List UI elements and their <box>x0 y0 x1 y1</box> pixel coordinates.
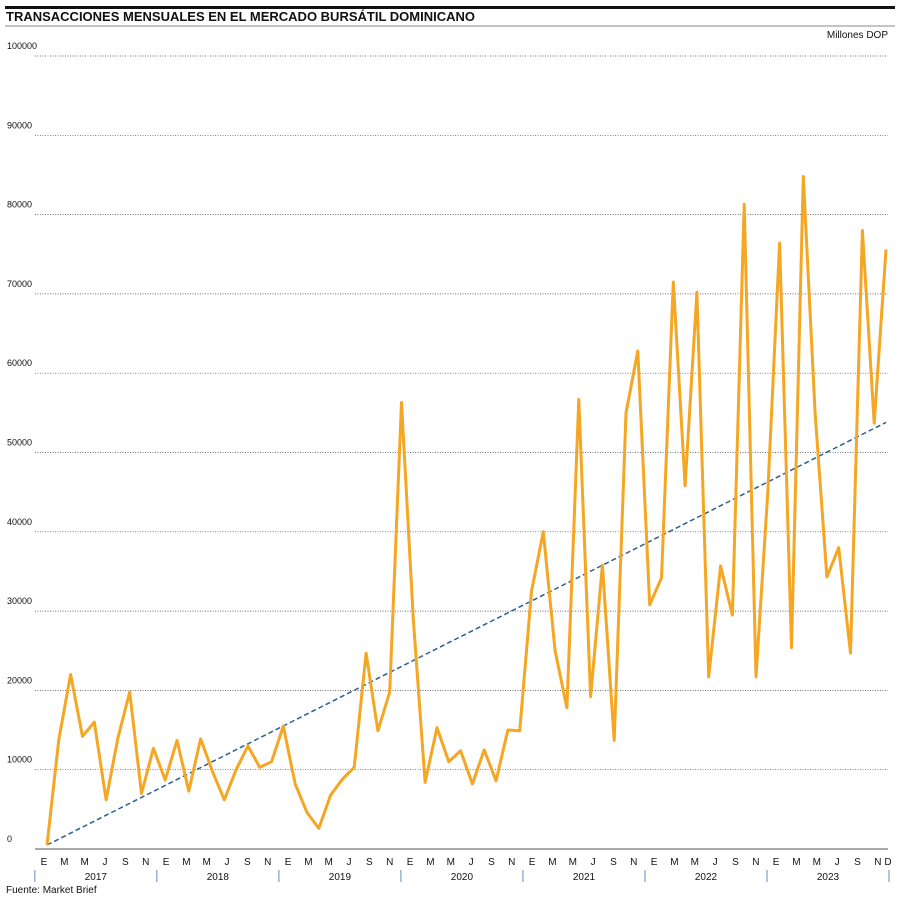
x-tick-label: J <box>347 857 352 868</box>
x-tick-label: E <box>163 857 170 868</box>
chart-title: TRANSACCIONES MENSUALES EN EL MERCADO BU… <box>6 9 475 24</box>
x-tick-label: J <box>835 857 840 868</box>
source: Fuente: Market Brief <box>6 885 97 896</box>
x-tick-label: M <box>304 857 312 868</box>
x-tick-label: N <box>386 857 393 868</box>
top-rule <box>5 6 895 9</box>
x-tick-label: N <box>508 857 515 868</box>
x-tick-label: M <box>670 857 678 868</box>
x-tick-label: M <box>447 857 455 868</box>
x-tick-label: M <box>203 857 211 868</box>
year-label: 2023 <box>817 872 840 883</box>
y-tick-label: 60000 <box>7 358 32 368</box>
year-label: 2019 <box>329 872 352 883</box>
y-tick-label: 80000 <box>7 200 32 210</box>
unit-label: Millones DOP <box>827 30 888 41</box>
x-tick-label: M <box>569 857 577 868</box>
y-tick-label: 30000 <box>7 596 32 606</box>
year-label: 2018 <box>207 872 230 883</box>
y-tick-label: 90000 <box>7 120 32 130</box>
year-label: 2017 <box>85 872 108 883</box>
x-tick-label: M <box>691 857 699 868</box>
x-tick-label: D <box>884 857 891 868</box>
y-tick-label: 10000 <box>7 755 32 765</box>
x-tick-label: N <box>630 857 637 868</box>
x-tick-label: J <box>591 857 596 868</box>
x-tick-label: M <box>426 857 434 868</box>
x-tick-label: S <box>488 857 495 868</box>
y-tick-label: 40000 <box>7 517 32 527</box>
x-tick-label: M <box>792 857 800 868</box>
x-tick-label: E <box>773 857 780 868</box>
x-tick-label: M <box>81 857 89 868</box>
x-tick-label: N <box>264 857 271 868</box>
y-tick-label: 20000 <box>7 675 32 685</box>
x-tick-label: J <box>103 857 108 868</box>
x-tick-label: M <box>60 857 68 868</box>
x-tick-label: S <box>610 857 617 868</box>
x-tick-label: J <box>713 857 718 868</box>
x-tick-label: S <box>122 857 129 868</box>
x-tick-label: S <box>366 857 373 868</box>
year-label: 2022 <box>695 872 718 883</box>
x-tick-label: S <box>244 857 251 868</box>
trend-line <box>46 421 887 846</box>
year-label: 2020 <box>451 872 474 883</box>
x-tick-label: E <box>651 857 658 868</box>
x-tick-label: M <box>813 857 821 868</box>
x-tick-label: M <box>325 857 333 868</box>
y-tick-label: 0 <box>7 834 12 844</box>
year-label: 2021 <box>573 872 596 883</box>
y-tick-label: 50000 <box>7 438 32 448</box>
y-tick-label: 100000 <box>7 41 37 51</box>
x-tick-label: E <box>407 857 414 868</box>
x-tick-label: S <box>732 857 739 868</box>
y-tick-label: 70000 <box>7 279 32 289</box>
x-tick-label: J <box>225 857 230 868</box>
x-tick-label: N <box>142 857 149 868</box>
x-tick-label: E <box>41 857 48 868</box>
x-tick-label: S <box>854 857 861 868</box>
x-tick-label: E <box>285 857 292 868</box>
x-tick-label: J <box>469 857 474 868</box>
data-line <box>45 175 888 846</box>
x-tick-label: N <box>874 857 881 868</box>
x-tick-label: N <box>752 857 759 868</box>
x-tick-label: M <box>182 857 190 868</box>
x-tick-label: M <box>548 857 556 868</box>
x-tick-label: E <box>529 857 536 868</box>
